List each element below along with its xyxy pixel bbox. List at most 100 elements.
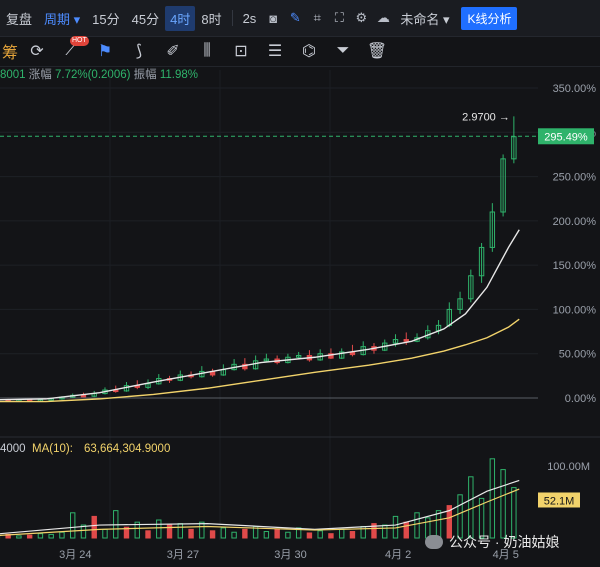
volume-bar [37,533,44,539]
volume-bar [511,487,517,539]
volume-bar [156,519,162,539]
chip-label[interactable]: 筹 [1,45,18,62]
select-icon[interactable]: ⌗ [313,10,321,25]
volume-bar [263,531,270,539]
volume-bar [59,531,65,539]
candle-body [339,351,345,359]
current-level-label: 295.49% [544,131,588,143]
filter-icon[interactable]: ⏷ [336,42,350,59]
change-label: 涨幅 [28,69,52,81]
replay-label[interactable]: 复盘 [6,11,33,27]
wechat-icon [425,535,443,549]
fullscreen-icon[interactable]: ⛶ [334,10,344,25]
camera-icon[interactable]: ◙ [269,10,278,26]
watermark-text: 公众号 · 奶油姑娘 [449,534,560,550]
volume-bar [70,512,76,539]
volume-bar [16,535,22,539]
volume-bar [166,524,173,539]
ma-long-line [0,318,520,403]
candle-body [403,339,409,342]
symbol-code: 8001 [0,69,26,81]
price-tick-label: 100.00% [553,304,597,316]
price-info-line: 8001 涨幅 7.72%(0.2006) 振幅 11.98% [0,66,198,84]
volume-bar [285,531,291,539]
price-tick-label: 250.00% [553,172,597,184]
interval-8h[interactable]: 8时 [201,11,222,27]
layout-name[interactable]: 未命名 ▾ [400,11,450,27]
volume-bar [145,530,151,539]
volume-bar [382,524,388,539]
time-axis: 3月 24 3月 27 3月 30 4月 2 4月 5 [59,549,519,561]
candle-body [500,158,506,213]
indicator-icon[interactable]: ⫼ [203,42,211,59]
amplitude-value: 11.98% [159,69,199,81]
price-tick-label: 50.00% [559,349,597,361]
magnet-icon[interactable]: ⌬ [302,43,316,60]
volume-ma-value: 63,664,304.9000 [84,443,170,455]
current-level-box [538,128,594,145]
pen-icon[interactable]: ✎ [289,10,301,25]
k-line-analysis-button[interactable]: K线分析 [461,6,518,30]
ruler-icon[interactable]: ⟆ [135,43,143,60]
volume-bar [500,469,506,539]
volume-bar [188,528,194,539]
lock-icon[interactable]: ⊡ [234,43,248,60]
volume-bar [317,530,323,539]
brush-icon[interactable]: ✐ [166,43,180,60]
volume-bar [242,528,248,539]
volume-bar [220,527,227,539]
time-tick-label: 4月 2 [385,549,411,561]
trend-tool-icon[interactable]: ⟋ HOT [65,36,89,59]
volume-current-box [538,492,580,508]
change-value: 7.72%(0.2006) [55,69,131,81]
volume-bar [478,497,485,539]
trash-icon[interactable]: 🗑 [366,43,388,60]
grid-lines [0,70,600,540]
candle-body [252,360,259,370]
volume-bar [209,530,216,539]
volume-bar [468,476,474,539]
volume-ma-yellow [0,488,520,536]
candle-body [392,339,399,344]
bookmark-icon[interactable]: ⚑ [97,43,113,60]
period-dropdown[interactable]: 周期 ▾ [44,11,81,27]
candle-body [457,298,463,310]
ma-short-line [0,229,520,401]
settings-icon[interactable]: ⚙ [355,10,368,25]
candle-body [478,246,485,277]
volume-bar [134,521,140,539]
replay-speed[interactable]: 2s [242,10,257,26]
refresh-icon[interactable]: ⟳ [30,43,44,60]
top-toolbar: 复盘 周期 ▾ 15分 45分 4时 8时 2s ◙ ✎ ⌗ ⛶ ⚙ ☁ 未命名… [0,0,600,37]
candle-body [489,211,496,248]
volume-bar [328,533,334,539]
volume-bar [123,526,130,539]
volume-bar [177,523,184,539]
candle-body [80,394,87,398]
volume-bar [446,505,453,539]
volume-bar [48,533,54,539]
candle-body [328,353,334,359]
volume-ma-white [0,479,520,535]
high-annotation: 2.9700 → [462,111,510,123]
volume-bar [91,515,97,539]
interval-45m[interactable]: 45分 [131,11,160,27]
note-icon[interactable]: ☰ [267,43,283,60]
price-tick-label: 350.00% [553,83,597,95]
price-axis: 350.00%300.00%250.00%200.00%150.00%100.0… [553,83,597,405]
volume-current-label: 52.1M [544,495,575,507]
volume-bar [457,494,463,539]
cloud-icon[interactable]: ☁ [376,10,390,25]
interval-15m[interactable]: 15分 [92,11,120,27]
interval-4h[interactable]: 4时 [165,5,196,31]
volume-bar [306,532,313,539]
watermark: 公众号 · 奶油姑娘 [425,532,559,552]
volume-bar [349,531,356,539]
price-tick-label: 0.00% [565,393,596,405]
drawing-toolbar: 筹 ⟳ ⟋ HOT ⚑ ⟆ ✐ ⫼ ⊡ ☰ ⌬ ⏷ 🗑 [0,36,600,67]
volume-bars [0,458,517,539]
volume-bar [26,534,33,539]
candle-body [295,354,302,358]
candles [0,116,517,402]
